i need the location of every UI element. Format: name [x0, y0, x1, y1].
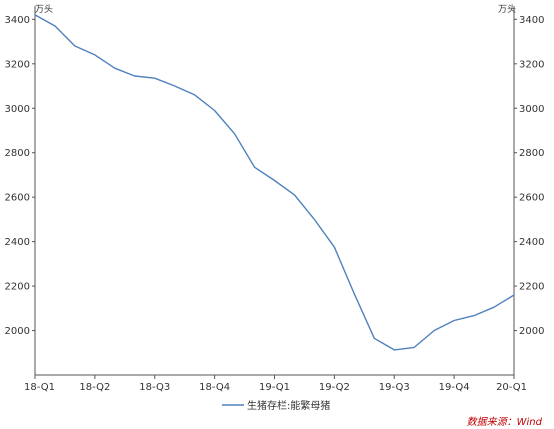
- y-axis-right-ticks: 2000 2200 2400 2600 2800 3000 3200 3400: [514, 15, 544, 337]
- y-axis-left-unit: 万头: [35, 4, 53, 15]
- y-tick-label-right: 2200: [519, 282, 544, 293]
- y-axis-left-ticks: 2000 2200 2400 2600 2800 3000 3200 3400: [5, 15, 35, 337]
- y-tick-label-right: 3000: [519, 104, 544, 115]
- x-tick-label: 19-Q2: [319, 382, 350, 393]
- y-tick-label-left: 2800: [5, 148, 30, 159]
- y-tick-label-right: 2800: [519, 148, 544, 159]
- y-tick-label-left: 2600: [5, 193, 30, 204]
- x-tick-label: 19-Q1: [259, 382, 290, 393]
- y-tick-label-right: 2000: [519, 326, 544, 337]
- x-tick-label: 18-Q3: [139, 382, 170, 393]
- plot-area: [34, 14, 515, 351]
- y-tick-label-left: 2200: [5, 282, 30, 293]
- y-tick-label-left: 2400: [5, 237, 30, 248]
- legend-label: 生猪存栏:能繁母猪: [247, 399, 330, 412]
- source-note: 数据来源：Wind: [467, 416, 543, 428]
- y-tick-label-left: 3200: [5, 59, 30, 70]
- x-tick-label: 18-Q2: [79, 382, 110, 393]
- y-tick-label-right: 3200: [519, 59, 544, 70]
- series-line: [34, 14, 515, 351]
- y-tick-label-right: 3400: [519, 15, 544, 26]
- y-tick-label-right: 2600: [519, 193, 544, 204]
- y-tick-label-left: 2000: [5, 326, 30, 337]
- x-tick-label: 19-Q3: [379, 382, 410, 393]
- axes: [34, 6, 515, 376]
- y-tick-label-left: 3000: [5, 104, 30, 115]
- x-axis-ticks: 18-Q1 18-Q2 18-Q3 18-Q4 19-Q1 19-Q2 19-Q3 19-Q4…: [24, 375, 527, 393]
- x-tick-label: 18-Q4: [199, 382, 230, 393]
- y-tick-label-right: 2400: [519, 237, 544, 248]
- x-tick-label: 18-Q1: [24, 382, 55, 393]
- legend: 生猪存栏:能繁母猪: [222, 399, 330, 412]
- y-tick-label-left: 3400: [5, 15, 30, 26]
- x-tick-label: 20-Q1: [496, 382, 527, 393]
- y-axis-right-unit: 万头: [498, 4, 516, 15]
- x-tick-label: 19-Q4: [439, 382, 470, 393]
